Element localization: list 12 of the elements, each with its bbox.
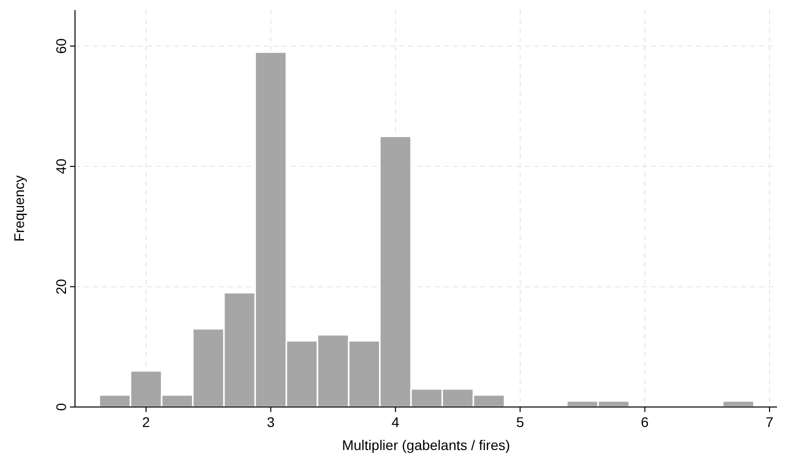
- x-tick-label: 3: [266, 414, 275, 430]
- x-tick-label: 5: [516, 414, 524, 430]
- x-tick-label: 2: [142, 414, 150, 430]
- y-axis-title: Frequency: [11, 175, 27, 242]
- y-tick-label: 60: [53, 38, 69, 54]
- x-axis-title: Multiplier (gabelants / fires): [342, 437, 510, 453]
- y-tick-label: 40: [53, 158, 69, 174]
- y-tick-label: 0: [53, 402, 69, 411]
- x-tick-label: 4: [392, 414, 400, 430]
- x-tick-label: 7: [766, 414, 774, 430]
- y-tick-label: 20: [53, 278, 69, 294]
- x-tick-label: 6: [640, 414, 649, 430]
